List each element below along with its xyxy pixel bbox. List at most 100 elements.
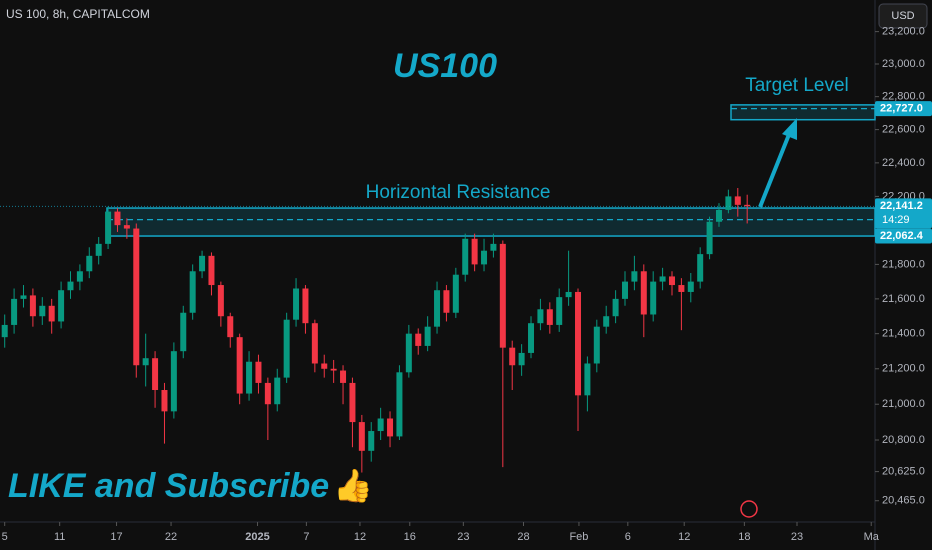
candle-body (236, 337, 243, 394)
candle-body (123, 225, 130, 229)
candle-body (415, 333, 422, 346)
candle-body (471, 238, 478, 265)
x-tick-label: 6 (625, 531, 631, 543)
x-tick-label: 18 (738, 531, 750, 543)
price-tag-label: 22,727.0 (880, 103, 923, 115)
x-tick-label: Ma (864, 531, 880, 543)
candle-body (152, 358, 159, 391)
candle-body (612, 298, 619, 317)
candle-body (650, 281, 657, 315)
candle-body (311, 323, 318, 364)
candle-body (546, 309, 553, 325)
candle-body (255, 361, 262, 383)
zone-label: Horizontal Resistance (366, 182, 551, 203)
candle-body (321, 363, 328, 369)
candle-body (349, 382, 356, 423)
candle-body (387, 418, 394, 437)
y-tick-label: 20,800.0 (882, 434, 925, 446)
x-tick-label: 12 (678, 531, 690, 543)
y-tick-label: 20,465.0 (882, 495, 925, 507)
candle-body (434, 290, 441, 327)
y-tick-label: 21,400.0 (882, 328, 925, 340)
zone (106, 207, 876, 237)
candle-body (452, 274, 459, 313)
candle-body (481, 250, 488, 265)
candle-body (86, 255, 93, 272)
candle-body (105, 211, 112, 244)
y-tick-label: 22,800.0 (882, 91, 925, 103)
candle-body (330, 368, 337, 371)
candle-body (58, 290, 65, 322)
countdown: 14:29 (882, 214, 910, 226)
candle-body (67, 281, 74, 291)
price-tag (875, 198, 932, 229)
candle-body (29, 295, 36, 317)
y-tick-label: 23,200.0 (882, 26, 925, 38)
candle-body (725, 196, 732, 210)
arrow-head (782, 118, 797, 140)
candle-body (358, 422, 365, 451)
candle-body (584, 363, 591, 396)
footer-text: LIKE and Subscribe (8, 467, 329, 505)
price-tag-label: 22,062.4 (880, 230, 924, 242)
zone (730, 104, 876, 121)
title: US100 (393, 47, 497, 85)
candle-body (227, 316, 234, 338)
candle-body (509, 347, 516, 366)
x-tick-label: 12 (354, 531, 366, 543)
candle-body (706, 221, 713, 255)
y-tick-label: 20,625.0 (882, 466, 925, 478)
candle-body (528, 323, 535, 353)
candle-body (556, 297, 563, 325)
x-tick-label: 7 (303, 531, 309, 543)
x-tick-label: 5 (2, 531, 8, 543)
candle-body (631, 271, 638, 282)
candle-body (217, 285, 224, 317)
candle-body (76, 271, 83, 282)
candle-body (499, 243, 506, 348)
candle-body (405, 333, 412, 373)
y-tick-label: 21,200.0 (882, 363, 925, 375)
candle-body (1, 324, 8, 338)
candle-body (462, 238, 469, 275)
candle-body (396, 372, 403, 437)
candle-body (697, 254, 704, 282)
candle-body (340, 370, 347, 383)
currency[interactable]: USD (891, 10, 914, 22)
currency-button[interactable] (878, 3, 928, 29)
candle-body (734, 196, 741, 205)
candle-body (133, 228, 140, 366)
x-tick-label: Feb (569, 531, 588, 543)
candle-body (302, 288, 309, 324)
candle-body (39, 305, 46, 317)
x-tick-label: 11 (54, 531, 65, 543)
candle-body (293, 288, 300, 320)
y-tick-label: 23,000.0 (882, 58, 925, 70)
candle-body (537, 309, 544, 324)
price-tag (875, 101, 932, 117)
candle-body (377, 418, 384, 432)
arrow (758, 131, 792, 208)
x-tick-label: 28 (517, 531, 529, 543)
candle-body (575, 291, 582, 396)
thumbs-up-icon: 👍 (333, 467, 373, 503)
candle-body (208, 255, 215, 286)
candle-body (283, 319, 290, 378)
candle-body (622, 281, 628, 299)
candle-body (114, 211, 121, 226)
symbol: US 100, 8h, CAPITALCOM (6, 7, 150, 21)
price-tag (875, 228, 932, 244)
x-tick-label: 23 (457, 531, 469, 543)
x-tick-label: 22 (165, 531, 177, 543)
candle-body (170, 351, 177, 412)
candle-body (424, 326, 431, 346)
candle-body (603, 316, 610, 327)
lightning-icon[interactable] (740, 500, 758, 518)
candle-body (659, 276, 666, 282)
candle-body (565, 291, 572, 298)
x-tick-label: 17 (110, 531, 122, 543)
candle-body (274, 377, 281, 405)
candle-body (368, 431, 375, 451)
candle-body (161, 390, 168, 412)
